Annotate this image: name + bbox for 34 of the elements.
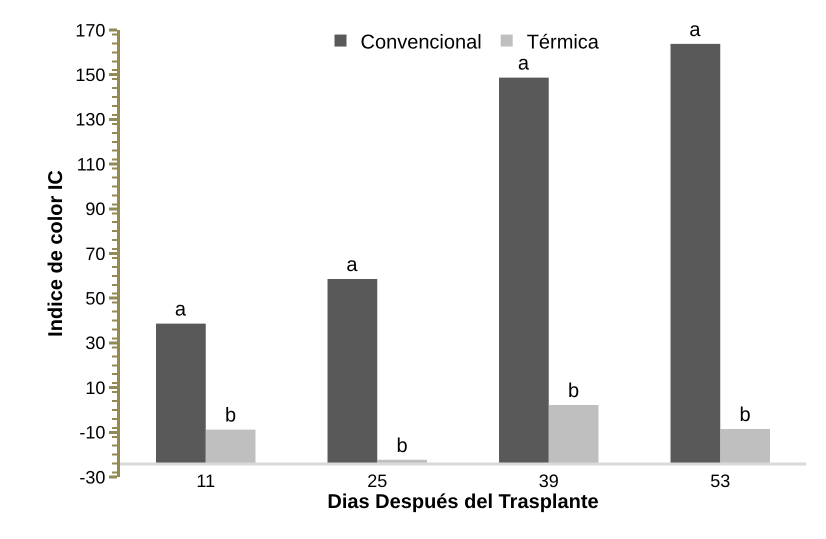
legend-label: Térmica [526, 31, 600, 54]
bar [206, 430, 256, 464]
data-label: b [225, 404, 236, 427]
x-tick-label: 53 [710, 471, 730, 492]
x-tick-label: 25 [367, 471, 388, 492]
y-tick-label: 110 [76, 154, 106, 174]
y-tick-label: 170 [75, 20, 106, 40]
legend-label: Convencional [360, 31, 482, 54]
data-label: a [346, 254, 358, 276]
data-label: b [568, 380, 580, 402]
y-axis-title: Indice de color IC [44, 170, 67, 337]
data-label: b [740, 404, 751, 426]
x-tick-label: 11 [196, 471, 216, 492]
y-tick-label: 90 [85, 199, 106, 220]
bar [156, 324, 206, 464]
bar [670, 44, 720, 464]
data-label: a [174, 298, 187, 321]
y-tick-label: 130 [75, 110, 106, 130]
y-tick-label: 150 [75, 65, 106, 85]
x-axis-title: Dias Después del Trasplante [327, 491, 599, 514]
x-tick-label: 39 [538, 471, 559, 492]
data-label: b [396, 434, 408, 457]
y-tick-label: -10 [79, 422, 106, 443]
data-label: a [518, 52, 530, 75]
y-tick-label: 30 [85, 333, 106, 354]
data-label: a [689, 18, 702, 41]
y-tick-label: -30 [79, 467, 106, 488]
y-tick-label: 70 [85, 244, 106, 264]
bar [720, 428, 770, 464]
y-tick-label: 10 [85, 378, 106, 398]
bar [499, 78, 549, 464]
bar [548, 405, 598, 464]
bar [328, 278, 378, 464]
y-tick-label: 50 [85, 288, 106, 308]
